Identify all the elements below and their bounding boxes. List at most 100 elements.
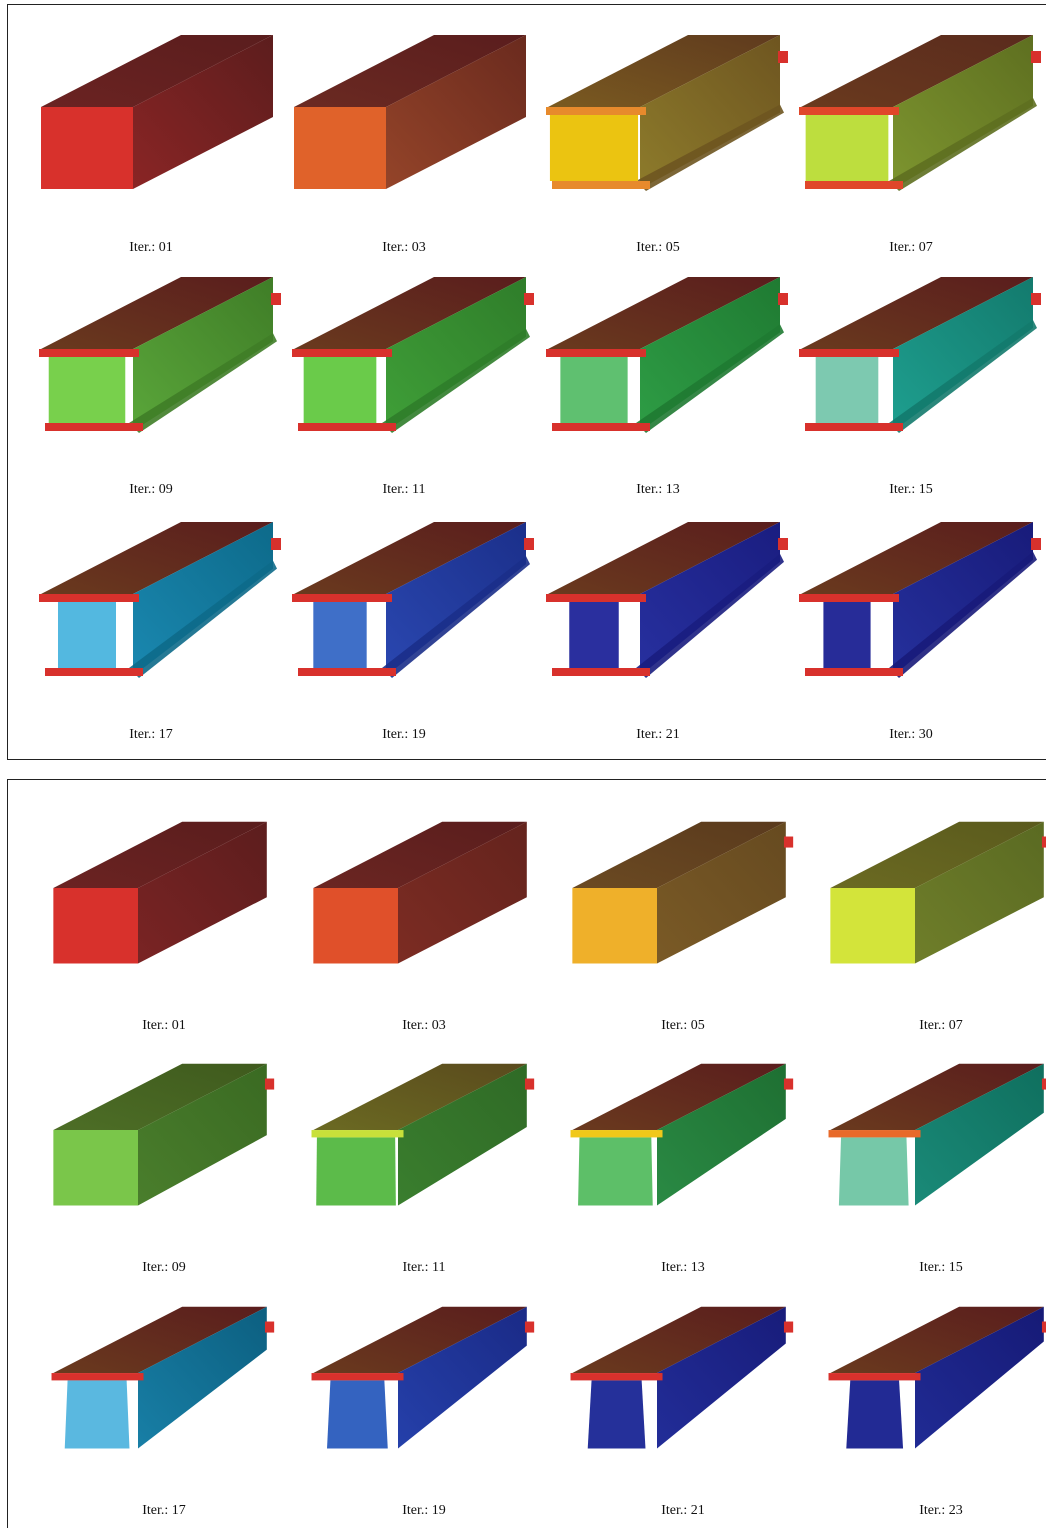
beam-front-face <box>578 1137 653 1206</box>
beam-top-face <box>801 522 1033 594</box>
beam-end-support <box>271 538 281 550</box>
beam-front-face <box>313 888 398 964</box>
beam-end-support <box>271 293 281 305</box>
iteration-label: Iter.: 09 <box>129 482 173 497</box>
beam-top-face <box>313 1306 527 1374</box>
beam-front-face <box>303 357 377 423</box>
beam-top-face <box>548 277 780 349</box>
beam-end-support <box>524 538 534 550</box>
beam-end-support <box>264 1321 275 1333</box>
beam-top-face <box>548 522 780 594</box>
beam-cell: Iter.: 05 <box>565 800 795 1038</box>
beam-top-flange <box>799 349 899 357</box>
beam-top-face <box>572 821 786 889</box>
iteration-label: Iter.: 15 <box>889 482 933 497</box>
iteration-label: Iter.: 07 <box>889 240 933 255</box>
beam-side-face <box>893 35 1033 189</box>
beam-top-flange <box>311 1130 404 1138</box>
beam-figure <box>570 1306 794 1449</box>
beam-top-flange <box>292 349 392 357</box>
beam-end-support <box>1031 538 1041 550</box>
beam-figure <box>53 821 267 964</box>
beam-side-face <box>915 1306 1044 1449</box>
beam-figure <box>294 35 526 189</box>
beam-front-face <box>815 357 879 423</box>
beam-side-face <box>133 522 273 676</box>
beam-top-face <box>294 277 526 349</box>
beam-cell: Iter.: 15 <box>793 267 1043 502</box>
beam-cell: Iter.: 30 <box>793 512 1043 747</box>
beam-figure <box>311 1306 535 1449</box>
beam-side-face <box>138 821 267 964</box>
panel-i-beam: Iter.: 01 Iter.: 03 Iter.: 05 Iter.: 07 Iter… <box>7 4 1046 760</box>
beam-figure <box>53 1063 275 1206</box>
beam-bottom-flange <box>805 181 903 189</box>
beam-cell: Iter.: 13 <box>540 267 790 502</box>
beam-bottom-flange <box>552 423 650 431</box>
beam-side-face <box>398 1306 527 1449</box>
beam-bottom-flange-side <box>129 333 277 433</box>
iteration-label: Iter.: 05 <box>636 240 680 255</box>
beam-top-flange <box>828 1373 921 1381</box>
beam-top-face <box>572 1063 786 1131</box>
iteration-label: Iter.: 17 <box>129 727 173 742</box>
beam-side-face <box>398 821 527 964</box>
beam-front-face <box>64 1380 130 1449</box>
iteration-label: Iter.: 09 <box>142 1260 186 1275</box>
beam-top-face <box>313 1063 527 1131</box>
beam-side-face <box>386 277 526 431</box>
beam-side-face <box>640 277 780 431</box>
beam-side-face <box>133 35 273 189</box>
beam-figure <box>828 1063 1046 1206</box>
beam-side-face <box>657 1063 786 1206</box>
beam-figure <box>546 35 788 191</box>
beam-front-face <box>838 1137 909 1206</box>
beam-end-support <box>783 1078 794 1090</box>
beam-cell: Iter.: 07 <box>823 800 1046 1038</box>
beam-cell: Iter.: 05 <box>540 25 790 260</box>
beam-top-face <box>41 277 273 349</box>
beam-end-support <box>778 51 788 63</box>
beam-figure <box>830 821 1046 964</box>
beam-top-flange <box>799 594 899 602</box>
beam-figure <box>313 821 527 964</box>
beam-cell: Iter.: 15 <box>823 1042 1046 1280</box>
iteration-label: Iter.: 11 <box>382 482 426 497</box>
beam-side-face <box>386 35 526 189</box>
beam-top-face <box>294 35 526 107</box>
beam-figure <box>572 821 794 964</box>
iteration-label: Iter.: 03 <box>382 240 426 255</box>
beam-figure <box>828 1306 1046 1449</box>
beam-front-face <box>569 602 619 668</box>
beam-end-support <box>1041 1078 1046 1090</box>
beam-side-face <box>398 1063 527 1206</box>
beam-front-face <box>587 1380 646 1449</box>
beam-front-face <box>327 1380 388 1449</box>
beam-figure <box>546 522 788 678</box>
beam-top-face <box>313 821 527 889</box>
beam-cell: Iter.: 11 <box>306 1042 536 1280</box>
beam-bottom-flange-side <box>382 328 530 433</box>
beam-top-flange <box>39 349 139 357</box>
beam-end-support <box>524 1321 535 1333</box>
beam-end-support <box>524 1078 535 1090</box>
beam-figure <box>39 522 281 678</box>
iteration-label: Iter.: 13 <box>661 1260 705 1275</box>
beam-front-face <box>41 107 133 189</box>
beam-cell: Iter.: 13 <box>565 1042 795 1280</box>
iteration-label: Iter.: 01 <box>142 1018 186 1033</box>
beam-side-face <box>138 1306 267 1449</box>
beam-top-face <box>572 1306 786 1374</box>
beam-top-flange <box>546 349 646 357</box>
iteration-label: Iter.: 21 <box>661 1503 705 1518</box>
beam-end-support <box>778 293 788 305</box>
beam-side-face <box>138 1063 267 1206</box>
beam-cell: Iter.: 07 <box>793 25 1043 260</box>
beam-top-flange <box>546 594 646 602</box>
beam-cell: Iter.: 11 <box>286 267 536 502</box>
beam-bottom-flange <box>45 423 143 431</box>
beam-figure <box>311 1063 535 1206</box>
iteration-label: Iter.: 07 <box>919 1018 963 1033</box>
beam-top-face <box>830 1306 1044 1374</box>
beam-cell: Iter.: 17 <box>33 512 283 747</box>
